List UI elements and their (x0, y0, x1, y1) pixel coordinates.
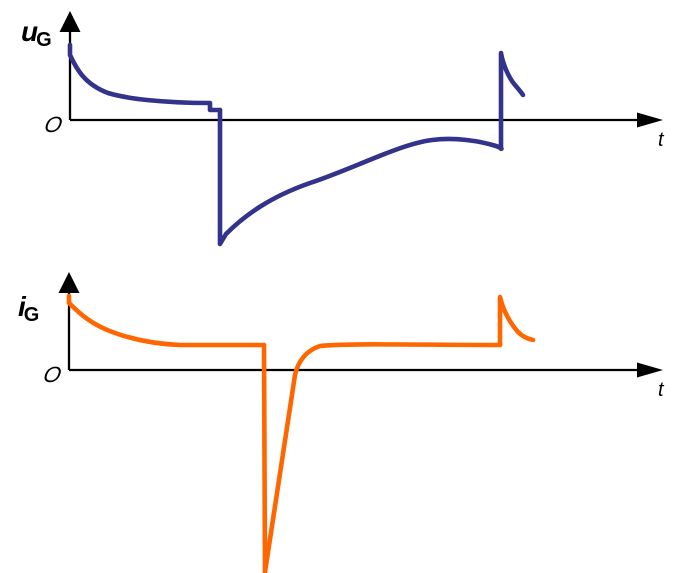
svg-text:O: O (42, 112, 64, 137)
svg-text:t: t (658, 379, 665, 401)
svg-text:O: O (41, 362, 63, 387)
svg-text:t: t (658, 129, 665, 151)
